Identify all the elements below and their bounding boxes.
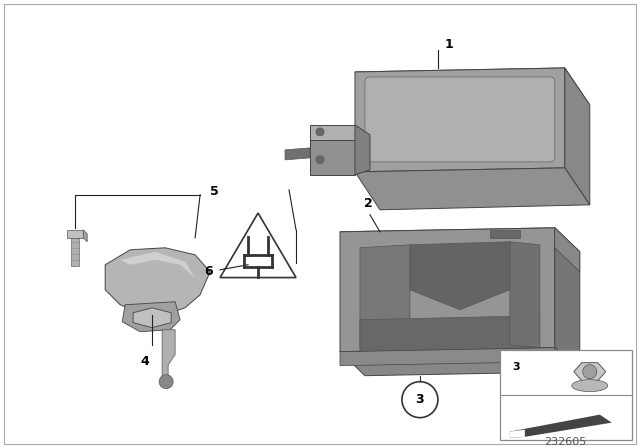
Polygon shape (340, 348, 555, 366)
Text: 6: 6 (204, 265, 212, 278)
Circle shape (159, 375, 173, 389)
Polygon shape (120, 252, 195, 278)
Ellipse shape (572, 379, 608, 392)
Polygon shape (310, 125, 355, 140)
Text: 1: 1 (445, 39, 454, 52)
Polygon shape (355, 168, 590, 210)
Text: 2: 2 (364, 197, 372, 210)
Bar (71, 238, 79, 266)
Polygon shape (510, 415, 612, 438)
Text: 3: 3 (415, 393, 424, 406)
Polygon shape (555, 228, 580, 372)
Polygon shape (340, 228, 555, 352)
Text: 232605: 232605 (543, 437, 586, 447)
Polygon shape (133, 308, 171, 327)
Polygon shape (285, 148, 310, 160)
Text: 4: 4 (141, 355, 150, 368)
Text: 5: 5 (210, 185, 219, 198)
Polygon shape (574, 363, 605, 381)
Bar (490, 230, 520, 238)
Polygon shape (355, 68, 564, 172)
Polygon shape (564, 68, 590, 205)
Polygon shape (220, 213, 296, 278)
Polygon shape (105, 248, 210, 315)
Text: 3: 3 (512, 362, 520, 372)
FancyBboxPatch shape (365, 77, 555, 162)
Circle shape (316, 128, 324, 136)
Polygon shape (355, 125, 370, 175)
Circle shape (583, 365, 596, 379)
Bar (500, 350, 632, 439)
Polygon shape (555, 228, 580, 272)
Polygon shape (510, 242, 540, 348)
Circle shape (316, 156, 324, 164)
Polygon shape (122, 302, 180, 332)
Polygon shape (162, 330, 175, 379)
Polygon shape (310, 140, 355, 175)
Polygon shape (83, 230, 87, 242)
Polygon shape (510, 430, 525, 438)
Polygon shape (67, 230, 83, 238)
Polygon shape (340, 228, 580, 257)
Polygon shape (355, 68, 590, 110)
Polygon shape (360, 316, 540, 352)
Polygon shape (360, 245, 410, 348)
Polygon shape (340, 348, 580, 376)
Polygon shape (410, 242, 510, 310)
Circle shape (402, 382, 438, 418)
